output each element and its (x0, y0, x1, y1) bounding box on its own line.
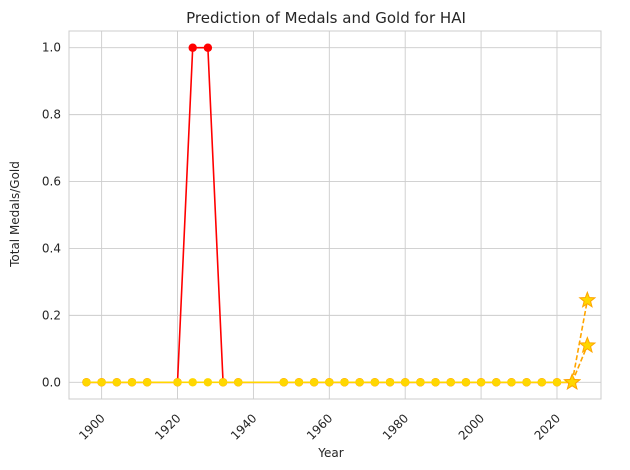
data-point (461, 378, 471, 387)
data-point (416, 378, 425, 387)
data-point (203, 378, 213, 387)
y-tick-label: 0.0 (42, 375, 61, 389)
data-point (431, 378, 440, 387)
data-point (552, 378, 562, 387)
data-point (537, 378, 547, 387)
data-point (370, 378, 380, 387)
data-point (279, 378, 288, 387)
star-marker (578, 290, 597, 308)
data-point (507, 378, 516, 387)
series-layer (82, 43, 597, 390)
y-axis-label: Total Medals/Gold (8, 161, 22, 268)
data-point (234, 378, 243, 387)
data-point (340, 378, 349, 387)
data-point (309, 378, 319, 387)
data-point (385, 378, 395, 387)
data-point (112, 378, 122, 387)
data-point (294, 378, 304, 387)
data-point (188, 43, 197, 52)
data-point (355, 378, 364, 387)
y-tick-label: 0.2 (42, 308, 61, 322)
y-tick-label: 1.0 (42, 41, 61, 55)
data-point (522, 378, 531, 387)
chart-title: Prediction of Medals and Gold for HAI (186, 9, 466, 27)
series-line (571, 300, 589, 383)
data-point (492, 378, 501, 387)
data-point (203, 43, 213, 52)
data-point (400, 378, 410, 387)
plot-frame (68, 30, 602, 400)
star-marker (563, 372, 582, 390)
data-point (476, 378, 486, 387)
data-point (446, 378, 455, 387)
series-prediction-lower (563, 336, 597, 390)
x-axis-label: Year (317, 446, 343, 460)
data-point (325, 378, 334, 387)
data-point (97, 378, 106, 387)
data-point (142, 378, 152, 387)
data-point (127, 378, 137, 387)
y-tick-label: 0.6 (42, 175, 61, 189)
star-marker (578, 336, 597, 354)
y-tick-label: 0.4 (42, 241, 61, 255)
data-point (173, 378, 182, 387)
data-point (188, 378, 197, 387)
data-point (218, 378, 228, 387)
data-point (82, 378, 91, 387)
series-line (571, 345, 589, 383)
y-tick-label: 0.8 (42, 108, 61, 122)
